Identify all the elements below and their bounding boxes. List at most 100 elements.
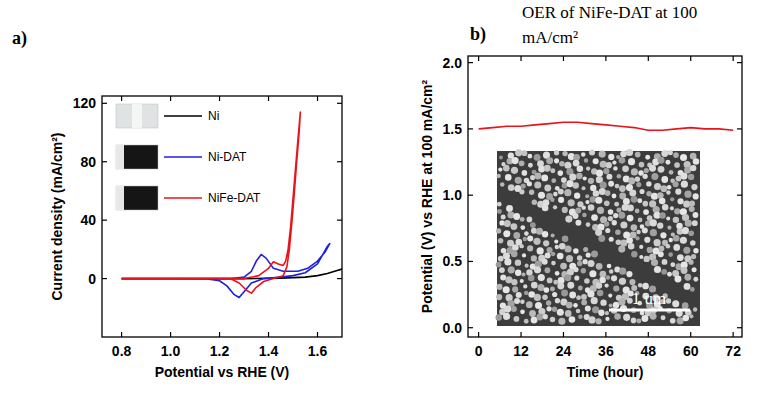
sem-grain <box>520 299 525 304</box>
sem-grain <box>581 294 587 300</box>
sem-grain <box>569 316 576 323</box>
sem-grain <box>574 275 579 280</box>
sem-grain <box>530 222 536 228</box>
x-tick-label: 72 <box>725 343 741 359</box>
sem-grain <box>551 261 556 266</box>
sem-grain <box>542 205 549 212</box>
sem-grain <box>527 236 533 242</box>
sem-grain <box>520 309 525 314</box>
sem-grain <box>603 168 609 174</box>
sem-grain <box>552 307 557 312</box>
sem-grain <box>497 202 502 207</box>
sem-grain <box>677 254 684 261</box>
sem-grain <box>585 194 589 198</box>
sem-grain <box>626 149 633 156</box>
sem-grain <box>654 183 661 190</box>
sem-grain <box>515 177 522 184</box>
sem-grain <box>589 270 596 277</box>
sem-grain <box>581 152 586 157</box>
sem-grain <box>638 170 643 175</box>
sem-grain <box>537 284 544 291</box>
sem-grain <box>596 169 603 176</box>
inset-photo-strip <box>132 104 142 128</box>
sem-grain <box>562 151 567 156</box>
sem-grain <box>596 282 603 289</box>
sem-grain <box>683 247 690 254</box>
sem-grain <box>682 227 689 234</box>
sem-grain <box>573 182 579 188</box>
sem-grain <box>550 317 555 322</box>
sem-grain <box>561 289 568 296</box>
sem-grain <box>582 259 587 264</box>
plot-area <box>122 112 342 297</box>
sem-grain <box>606 162 612 168</box>
sem-grain <box>520 217 525 222</box>
legend-swatch <box>164 156 202 158</box>
sem-grain <box>591 251 598 258</box>
sem-grain <box>505 174 512 181</box>
sem-grain <box>636 182 641 187</box>
x-tick-label: 48 <box>641 343 657 359</box>
sem-grain <box>612 194 617 199</box>
y-tick-label: 80 <box>80 154 96 170</box>
sem-grain <box>544 267 550 273</box>
sem-grain <box>528 275 534 281</box>
sem-grain <box>626 237 633 244</box>
sem-grain <box>522 150 528 156</box>
sem-grain <box>541 174 548 181</box>
data-line <box>122 112 301 293</box>
sem-grain <box>691 254 696 259</box>
sem-grain <box>593 158 599 164</box>
x-tick <box>268 332 269 337</box>
sem-grain <box>612 220 617 225</box>
sem-grain <box>666 298 671 303</box>
sem-grain <box>608 209 614 215</box>
sem-grain <box>613 166 617 170</box>
sem-grain <box>680 172 687 179</box>
sem-grain <box>498 256 504 262</box>
sem-grain <box>616 240 622 246</box>
sem-grain <box>682 302 689 309</box>
sem-grain <box>618 245 625 252</box>
sem-grain <box>558 197 564 203</box>
sem-grain <box>515 270 521 276</box>
sem-grain <box>522 253 526 257</box>
sem-grain <box>636 230 640 234</box>
y-tick <box>102 103 107 104</box>
sem-grain <box>525 264 529 268</box>
sem-grain <box>605 228 610 233</box>
sem-grain <box>637 198 642 203</box>
y-tick <box>468 261 473 262</box>
sem-grain <box>585 306 591 312</box>
sem-grain <box>536 314 543 321</box>
sem-grain <box>650 219 657 226</box>
sem-grain <box>659 212 665 218</box>
sem-grain <box>534 266 541 273</box>
sem-grain <box>662 259 668 265</box>
sem-grain <box>534 154 541 161</box>
sem-grain <box>661 150 668 157</box>
sem-grain <box>586 252 591 257</box>
sem-grain <box>508 184 515 191</box>
sem-grain <box>635 176 640 181</box>
sem-grain <box>661 315 666 320</box>
sem-grain <box>654 266 661 273</box>
sem-grain <box>689 201 695 207</box>
sem-grain <box>673 217 679 223</box>
sem-grain <box>618 298 625 305</box>
sem-grain <box>588 316 595 323</box>
plot-area <box>479 122 734 130</box>
y-tick-right <box>337 161 342 162</box>
sem-grain <box>592 306 599 313</box>
x-tick-top <box>268 96 269 101</box>
sem-grain <box>595 229 602 236</box>
x-tick <box>520 332 521 337</box>
sem-grain <box>573 213 579 219</box>
sem-grain <box>600 299 606 305</box>
sem-grain <box>512 286 518 292</box>
sem-grain <box>581 268 586 273</box>
sem-grain <box>611 275 617 281</box>
sem-grain <box>588 260 595 267</box>
sem-grain <box>641 315 648 322</box>
sem-grain <box>532 200 537 205</box>
